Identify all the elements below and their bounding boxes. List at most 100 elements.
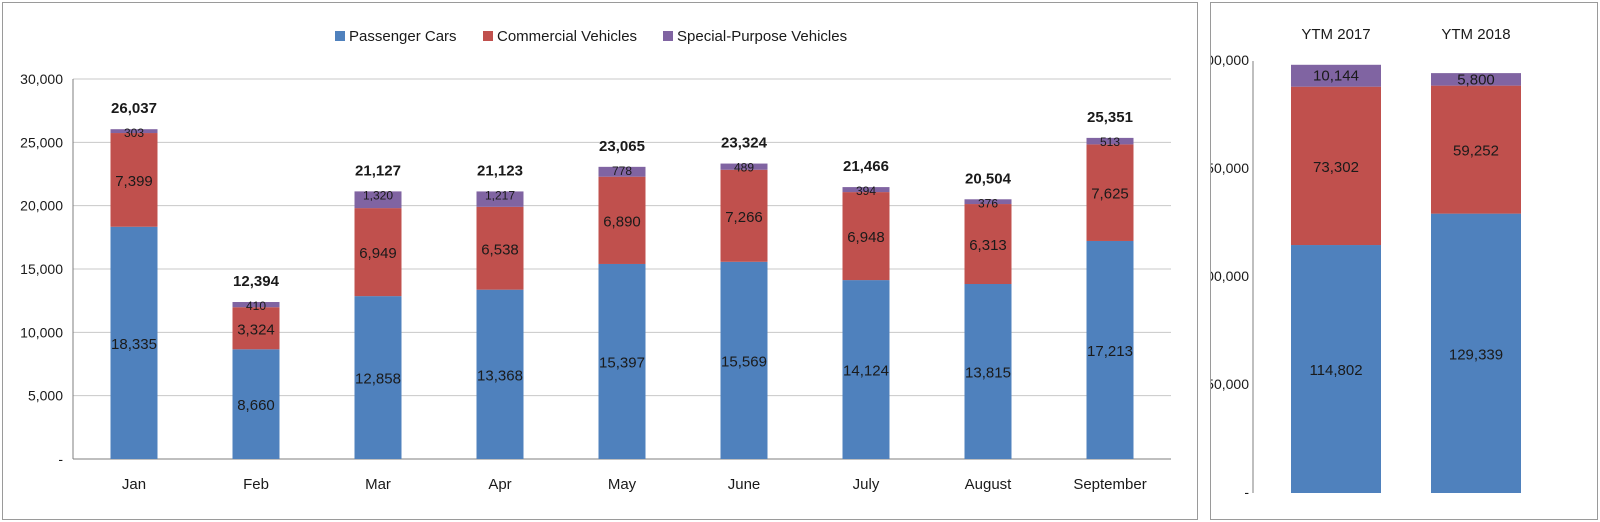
ytm-chart-panel: - 50,000 100,000 150,000 200,000 YTM 2017 114,… xyxy=(1210,2,1598,520)
y-tick-label: 5,000 xyxy=(28,388,63,404)
data-label-commercial-vehicles: 6,948 xyxy=(847,229,885,246)
bar-segment-passenger-cars xyxy=(1086,240,1134,459)
bar-segment-commercial-vehicles xyxy=(354,208,402,297)
category-label: YTM 2017 xyxy=(1301,26,1370,43)
bar-segment-commercial-vehicles xyxy=(1086,144,1134,241)
bar-segment-commercial-vehicles xyxy=(720,169,768,262)
legend-label-passenger-cars: Passenger Cars xyxy=(349,28,457,45)
x-tick-label: Apr xyxy=(488,476,511,493)
data-label-passenger-cars: 13,815 xyxy=(965,365,1011,382)
data-label-passenger-cars: 18,335 xyxy=(111,336,157,353)
y-tick-label: - xyxy=(1244,484,1249,500)
data-label-passenger-cars: 14,124 xyxy=(843,363,889,380)
bar-segment-commercial-vehicles xyxy=(110,133,158,227)
bar-segment-special-purpose-vehicles xyxy=(720,163,768,170)
bar-segment-special-purpose-vehicles xyxy=(1431,73,1521,86)
bar-segment-passenger-cars xyxy=(964,284,1012,459)
data-label-passenger-cars: 129,339 xyxy=(1449,346,1503,363)
total-label: 21,466 xyxy=(843,158,889,175)
data-label-special-purpose-vehicles: 1,217 xyxy=(485,188,515,202)
bar-segment-special-purpose-vehicles xyxy=(964,199,1012,205)
monthly-chart-panel: - 5,000 10,000 15,000 20,000 25,000 30,000 Pass… xyxy=(2,2,1198,520)
bar-segment-commercial-vehicles xyxy=(1431,85,1521,214)
total-label: 20,504 xyxy=(965,170,1012,187)
y-tick-label: 20,000 xyxy=(20,198,63,214)
data-label-special-purpose-vehicles: 410 xyxy=(246,299,266,313)
data-label-passenger-cars: 8,660 xyxy=(237,397,275,414)
bar-segment-special-purpose-vehicles xyxy=(232,302,280,308)
bar-segment-passenger-cars xyxy=(354,296,402,459)
bar-segment-commercial-vehicles xyxy=(232,307,280,350)
bar-segment-passenger-cars xyxy=(598,263,646,459)
data-label-passenger-cars: 15,569 xyxy=(721,353,767,370)
bar-segment-commercial-vehicles xyxy=(964,204,1012,285)
y-tick-label: 15,000 xyxy=(20,261,63,277)
total-label: 12,394 xyxy=(233,273,280,290)
legend-swatch-passenger-cars xyxy=(335,31,345,41)
total-label: 26,037 xyxy=(111,100,157,117)
bar-segment-passenger-cars xyxy=(110,226,158,459)
bar-segment-passenger-cars xyxy=(476,289,524,459)
bar-segment-special-purpose-vehicles xyxy=(476,191,524,207)
data-label-passenger-cars: 114,802 xyxy=(1309,362,1362,379)
monthly-stacked-bar-chart: - 5,000 10,000 15,000 20,000 25,000 30,000 Pass… xyxy=(20,28,1171,493)
ytm-stacked-bar-chart: - 50,000 100,000 150,000 200,000 YTM 2017 114,… xyxy=(1211,26,1521,500)
data-label-commercial-vehicles: 6,949 xyxy=(359,245,397,262)
bar-segment-passenger-cars xyxy=(1291,245,1381,493)
y-tick-label: 150,000 xyxy=(1211,160,1249,176)
bar-segment-passenger-cars xyxy=(720,261,768,459)
bar-segment-passenger-cars xyxy=(1431,213,1521,494)
data-label-commercial-vehicles: 3,324 xyxy=(237,321,275,338)
y-tick-label: 30,000 xyxy=(20,71,63,87)
bar-segment-special-purpose-vehicles xyxy=(598,166,646,177)
legend-label-commercial-vehicles: Commercial Vehicles xyxy=(497,28,637,45)
total-label: 23,065 xyxy=(599,138,645,155)
x-tick-label: Mar xyxy=(365,476,391,493)
total-label: 21,127 xyxy=(355,162,401,179)
data-label-commercial-vehicles: 7,625 xyxy=(1091,186,1129,203)
y-tick-label: 25,000 xyxy=(20,134,63,150)
x-tick-label: Feb xyxy=(243,476,269,493)
data-label-special-purpose-vehicles: 489 xyxy=(734,161,754,175)
data-label-commercial-vehicles: 6,313 xyxy=(969,237,1007,254)
data-label-special-purpose-vehicles: 1,320 xyxy=(363,188,393,202)
x-tick-label: May xyxy=(608,476,637,493)
legend-label-special-purpose-vehicles: Special-Purpose Vehicles xyxy=(677,28,847,45)
category-label: YTM 2018 xyxy=(1441,26,1510,43)
data-label-special-purpose-vehicles: 513 xyxy=(1100,135,1120,149)
y-tick-label: 50,000 xyxy=(1211,376,1249,392)
data-label-passenger-cars: 13,368 xyxy=(477,367,523,384)
data-label-passenger-cars: 17,213 xyxy=(1087,343,1133,360)
data-label-special-purpose-vehicles: 10,144 xyxy=(1313,68,1359,85)
y-tick-label: 200,000 xyxy=(1211,52,1249,68)
bar-segment-commercial-vehicles xyxy=(476,206,524,290)
total-label: 23,324 xyxy=(721,135,768,152)
data-label-special-purpose-vehicles: 303 xyxy=(124,126,144,140)
bar-segment-special-purpose-vehicles xyxy=(110,129,158,134)
data-label-commercial-vehicles: 7,399 xyxy=(115,173,153,190)
bar-segment-special-purpose-vehicles xyxy=(1291,64,1381,87)
data-label-special-purpose-vehicles: 394 xyxy=(856,184,876,198)
data-label-special-purpose-vehicles: 5,800 xyxy=(1457,71,1495,88)
x-tick-label: June xyxy=(728,476,761,493)
legend-swatch-commercial-vehicles xyxy=(483,31,493,41)
data-label-passenger-cars: 15,397 xyxy=(599,354,645,371)
data-label-commercial-vehicles: 6,890 xyxy=(603,213,641,230)
data-label-special-purpose-vehicles: 376 xyxy=(978,196,998,210)
bar-segment-special-purpose-vehicles xyxy=(842,187,890,193)
data-label-commercial-vehicles: 7,266 xyxy=(725,209,763,226)
total-label: 25,351 xyxy=(1087,109,1133,126)
bar-segment-passenger-cars xyxy=(842,280,890,459)
data-label-passenger-cars: 12,858 xyxy=(355,371,401,388)
x-tick-label: Jan xyxy=(122,476,146,493)
x-tick-label: September xyxy=(1073,476,1146,493)
bar-segment-commercial-vehicles xyxy=(842,192,890,281)
total-label: 21,123 xyxy=(477,162,523,179)
x-tick-label: July xyxy=(853,476,880,493)
data-label-commercial-vehicles: 73,302 xyxy=(1313,159,1359,176)
bar-segment-passenger-cars xyxy=(232,349,280,459)
x-tick-label: August xyxy=(965,476,1013,493)
bar-segment-commercial-vehicles xyxy=(1291,86,1381,246)
data-label-commercial-vehicles: 6,538 xyxy=(481,241,519,258)
data-label-special-purpose-vehicles: 778 xyxy=(612,164,632,178)
